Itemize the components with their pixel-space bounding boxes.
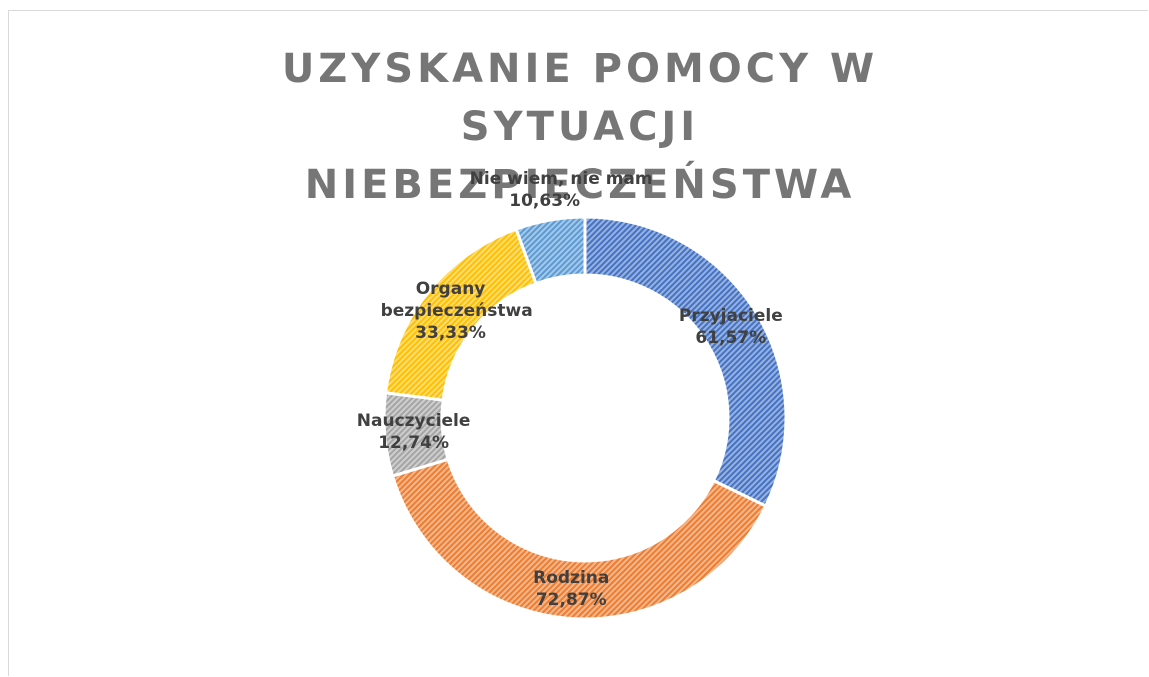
doughnut-segment — [583, 215, 788, 509]
chart-title: UZYSKANIE POMOCY W SYTUACJI NIEBEZPIECZE… — [281, 46, 879, 208]
data-label: Przyjaciele 61,57% — [661, 305, 801, 349]
data-label-value: 10,63% — [509, 190, 581, 211]
data-label: Rodzina 72,87% — [501, 567, 641, 611]
data-label-category: Organy bezpieczeństwa — [380, 278, 533, 321]
data-label-category: Nie wiem, nie mam — [469, 168, 653, 189]
data-label: Nie wiem, nie mam 10,63% — [469, 168, 653, 212]
chart-frame — [8, 10, 1148, 676]
doughnut-segment — [514, 215, 587, 286]
data-label-value: 33,33% — [415, 322, 486, 343]
data-label: Nauczyciele 12,74% — [344, 410, 484, 454]
data-label: Organy bezpieczeństwa 33,33% — [380, 278, 533, 344]
doughnut-segment — [390, 457, 768, 621]
data-label-category: Nauczyciele — [356, 411, 471, 432]
data-label-value: 61,57% — [695, 327, 767, 348]
data-label-value: 12,74% — [378, 433, 449, 454]
data-label-category: Przyjaciele — [678, 305, 783, 326]
data-label-category: Rodzina — [533, 568, 610, 589]
data-label-value: 72,87% — [535, 590, 607, 611]
